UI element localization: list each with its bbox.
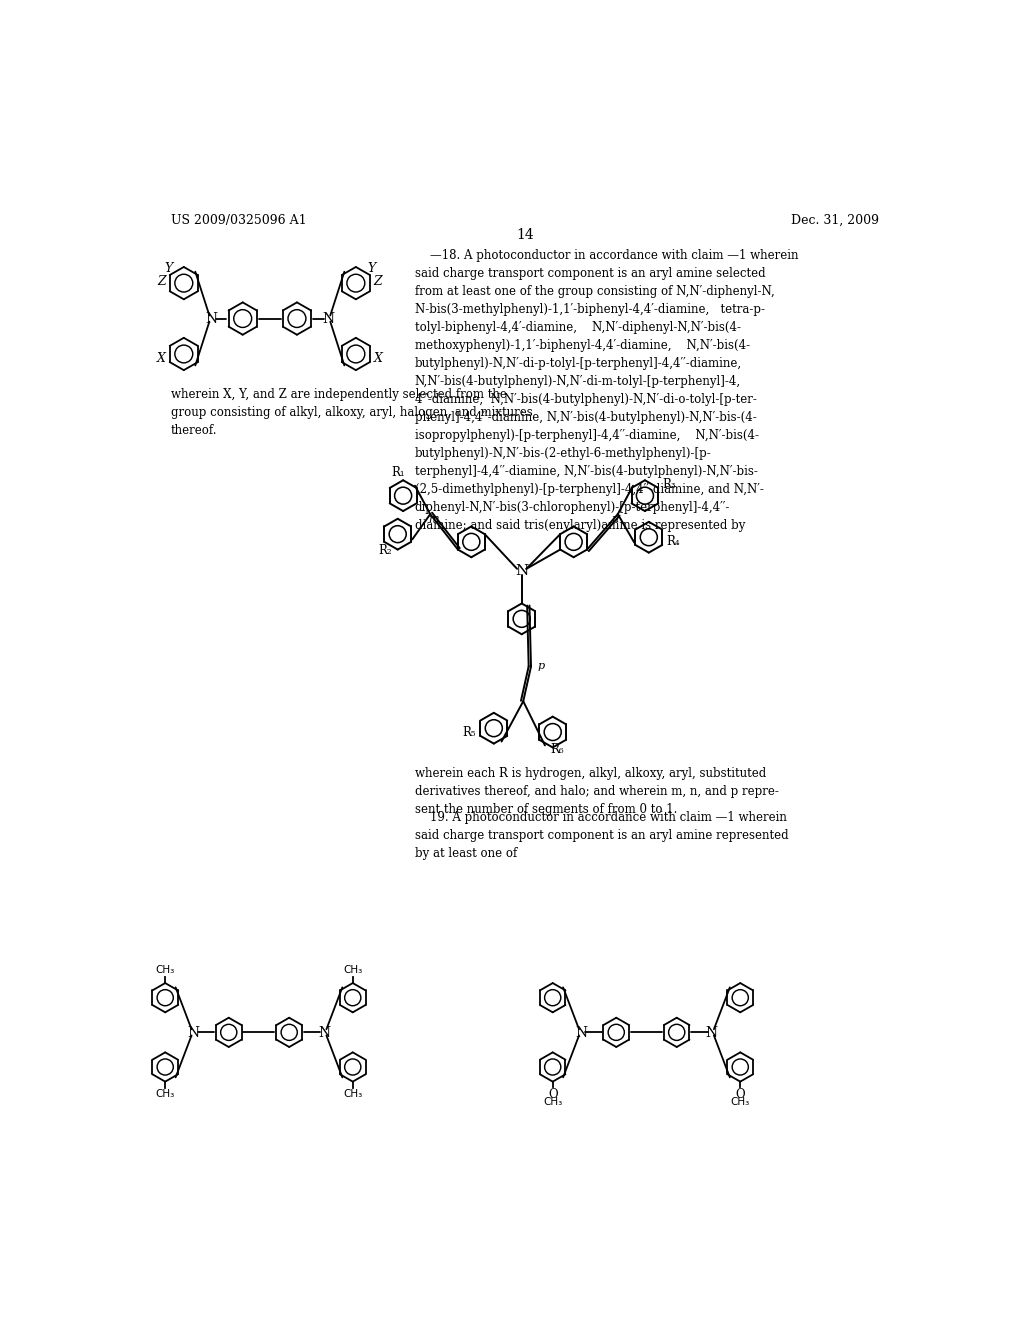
Text: N: N: [706, 1026, 718, 1040]
Text: wherein X, Y, and Z are independently selected from the
group consisting of alky: wherein X, Y, and Z are independently se…: [171, 388, 532, 437]
Text: Dec. 31, 2009: Dec. 31, 2009: [791, 214, 879, 227]
Text: Y: Y: [164, 261, 172, 275]
Text: 14: 14: [516, 227, 534, 242]
Text: 19. A photoconductor in accordance with claim —1 wherein
said charge transport c: 19. A photoconductor in accordance with …: [415, 810, 788, 859]
Text: m: m: [428, 513, 438, 524]
Text: Z: Z: [374, 275, 382, 288]
Text: X: X: [157, 352, 166, 366]
Text: CH₃: CH₃: [343, 965, 362, 975]
Text: R₅: R₅: [463, 726, 476, 739]
Text: Y: Y: [368, 261, 376, 275]
Text: n: n: [611, 513, 618, 524]
Text: p: p: [538, 661, 545, 671]
Text: N: N: [322, 313, 334, 326]
Text: O: O: [735, 1088, 745, 1101]
Text: N: N: [206, 313, 218, 326]
Text: N: N: [575, 1026, 588, 1040]
Text: R₁: R₁: [391, 466, 406, 479]
Text: —18. A photoconductor in accordance with claim —1 wherein
said charge transport : —18. A photoconductor in accordance with…: [415, 249, 799, 532]
Text: R₂: R₂: [379, 544, 392, 557]
Text: N: N: [187, 1026, 200, 1040]
Text: CH₃: CH₃: [343, 1089, 362, 1100]
Text: R₄: R₄: [667, 535, 680, 548]
Text: wherein each R is hydrogen, alkyl, alkoxy, aryl, substituted
derivatives thereof: wherein each R is hydrogen, alkyl, alkox…: [415, 767, 778, 816]
Text: CH₃: CH₃: [731, 1097, 750, 1107]
Text: X: X: [374, 352, 383, 366]
Text: CH₃: CH₃: [156, 1089, 175, 1100]
Text: CH₃: CH₃: [156, 965, 175, 975]
Text: US 2009/0325096 A1: US 2009/0325096 A1: [171, 214, 306, 227]
Text: N: N: [515, 564, 528, 578]
Text: CH₃: CH₃: [543, 1097, 562, 1107]
Text: R₃: R₃: [663, 478, 677, 491]
Text: R₆: R₆: [551, 743, 564, 756]
Text: N: N: [318, 1026, 330, 1040]
Text: O: O: [548, 1088, 557, 1101]
Text: Z: Z: [158, 275, 166, 288]
